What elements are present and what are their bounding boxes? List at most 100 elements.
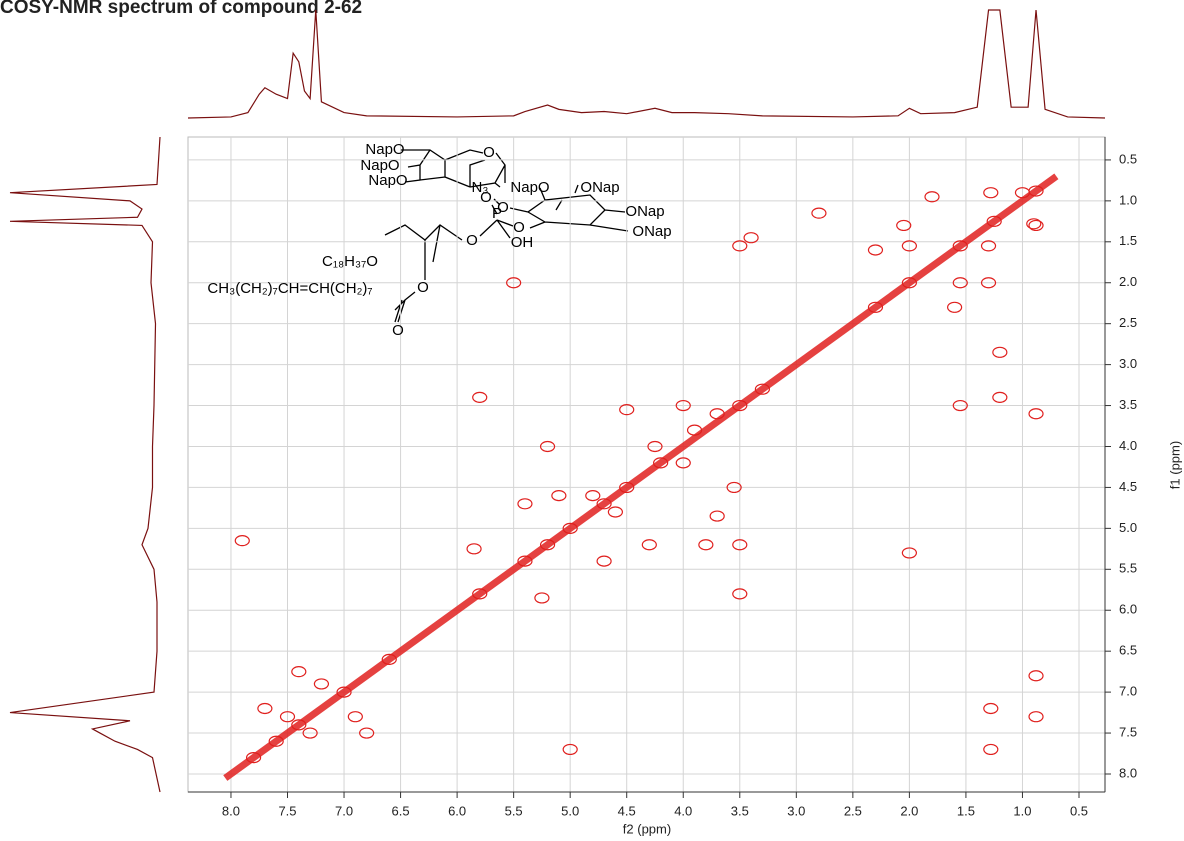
cross-peak (867, 244, 884, 256)
structure-label: ONap (580, 179, 619, 196)
y-tick-label: 8.0 (1119, 765, 1137, 780)
structure-label: NapO (365, 141, 404, 158)
cross-peak (347, 711, 363, 723)
structure-label: P (492, 205, 502, 222)
cross-peak (551, 490, 567, 502)
cross-peak (901, 240, 917, 252)
diagonal (223, 173, 1059, 781)
cross-peak (539, 539, 556, 551)
x-tick-label: 7.5 (278, 803, 296, 818)
x-tick-label: 1.0 (1013, 803, 1031, 818)
cross-peak (596, 555, 612, 567)
y-tick-label: 4.5 (1119, 479, 1137, 494)
structure-label: O (480, 189, 492, 206)
cross-peak (952, 277, 968, 289)
cross-peak (596, 498, 612, 510)
cross-peak (992, 391, 1008, 403)
cross-peak (313, 678, 330, 690)
y-tick-label: 0.5 (1119, 151, 1137, 166)
structure-label: O (392, 322, 404, 339)
structure-label: O (417, 279, 429, 296)
cross-peak (947, 301, 963, 313)
cross-peak (291, 666, 307, 678)
cross-peak (472, 588, 488, 600)
y-tick-label: 6.5 (1119, 643, 1137, 658)
cross-peak (1026, 218, 1042, 230)
x-tick-label: 3.5 (731, 803, 749, 818)
cross-peak (336, 686, 352, 698)
y-tick-label: 3.0 (1119, 356, 1137, 371)
cross-peak (732, 399, 748, 412)
cross-peak (234, 535, 250, 547)
structure-bonds (384, 149, 629, 323)
cross-peak (268, 735, 284, 747)
x-tick-label: 2.5 (844, 803, 862, 818)
x-tick-label: 4.5 (618, 803, 636, 818)
cross-peak (983, 702, 999, 715)
structure-label: NapO (360, 157, 399, 174)
cross-peak (506, 277, 522, 289)
cross-peak (698, 539, 714, 551)
cross-peak (732, 539, 748, 551)
y-tick-label: 7.5 (1119, 724, 1137, 739)
cross-peak (641, 539, 657, 551)
x-tick-label: 2.0 (900, 803, 918, 818)
structure-label: O (513, 219, 525, 236)
cross-peak (534, 592, 550, 604)
structure-label: O (466, 232, 478, 249)
cross-peak (607, 506, 624, 518)
cross-peak (952, 240, 968, 252)
structure-label: OH (511, 234, 534, 251)
cross-peak (980, 277, 997, 289)
cross-peak (472, 391, 488, 403)
cross-peak (1028, 408, 1044, 420)
cross-peak (1028, 219, 1044, 232)
y-tick-label: 4.0 (1119, 438, 1137, 453)
y-tick-label: 2.0 (1119, 274, 1137, 289)
y-axis-label: f1 (ppm) (1167, 441, 1182, 489)
structure-label: N₃ (472, 179, 489, 196)
y-tick-label: 7.0 (1119, 684, 1137, 699)
y-tick-label: 1.5 (1119, 233, 1137, 248)
structure-label: NapO (510, 179, 549, 196)
cross-peak (686, 424, 703, 436)
cross-peak (517, 498, 533, 510)
y-tick-label: 2.5 (1119, 315, 1137, 330)
cross-peak (754, 383, 770, 395)
x-tick-label: 0.5 (1070, 803, 1088, 818)
structure-label: O (483, 144, 495, 161)
cross-peak (992, 346, 1008, 358)
cross-peak (980, 240, 997, 252)
cross-peak (279, 711, 296, 723)
cross-peak (709, 510, 725, 522)
cross-peak (585, 490, 601, 502)
cross-peak (539, 440, 556, 453)
cross-peak (647, 440, 663, 453)
cross-peak (732, 240, 748, 252)
cross-peak (726, 481, 742, 494)
x-tick-label: 3.0 (787, 803, 805, 818)
f1-projection (9, 136, 161, 793)
structure-label: ONap (625, 203, 664, 220)
cross-peak (743, 232, 759, 244)
cross-peak (1014, 187, 1031, 199)
cross-peak (675, 457, 691, 469)
cross-peak (983, 187, 999, 199)
cross-peak (709, 408, 725, 420)
structure-label: ONap (632, 223, 671, 240)
cross-peak (901, 547, 917, 559)
structure-label: CH₃(CH₂)₇CH=CH(CH₂)₇ (207, 280, 372, 297)
structure-label: O (497, 199, 509, 216)
x-tick-label: 7.0 (335, 803, 353, 818)
x-tick-label: 5.0 (561, 803, 579, 818)
cross-peak (302, 727, 318, 739)
cross-peak (811, 207, 827, 219)
structure-label: C₁₈H₃₇O (322, 253, 378, 270)
x-tick-label: 6.5 (392, 803, 410, 818)
x-tick-label: 4.0 (674, 803, 692, 818)
cross-peak (901, 277, 917, 289)
cross-peak (245, 752, 262, 764)
y-tick-label: 1.0 (1119, 192, 1137, 207)
cross-peak (517, 555, 533, 567)
x-tick-label: 1.5 (957, 803, 975, 818)
